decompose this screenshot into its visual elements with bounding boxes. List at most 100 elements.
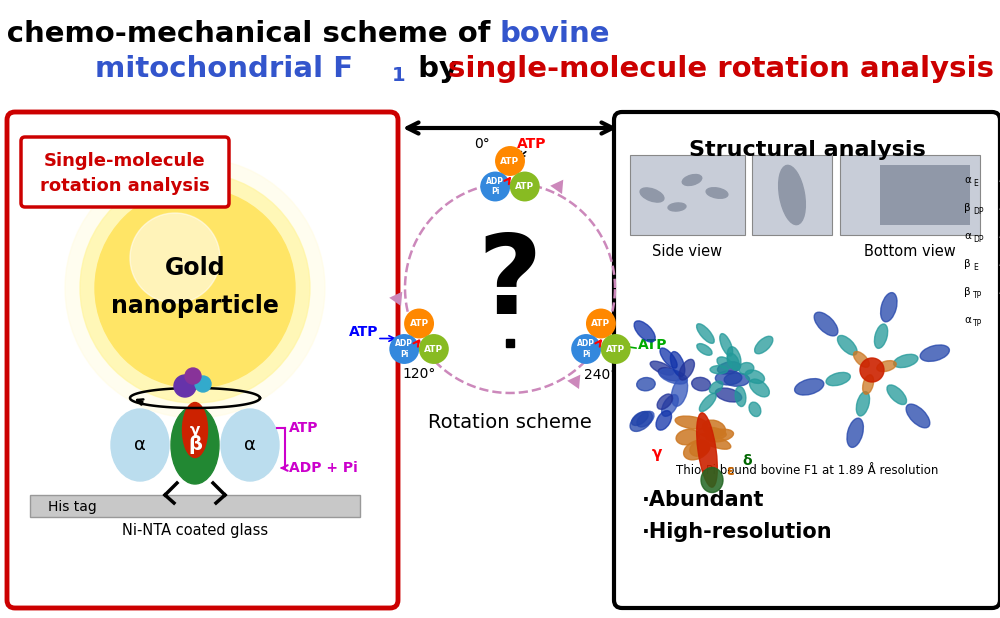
Text: His tag: His tag bbox=[48, 500, 96, 514]
Ellipse shape bbox=[660, 348, 677, 368]
Ellipse shape bbox=[706, 430, 734, 442]
Ellipse shape bbox=[111, 409, 169, 481]
Circle shape bbox=[495, 146, 525, 176]
Text: TP: TP bbox=[973, 318, 982, 328]
Text: ADP + Pi: ADP + Pi bbox=[289, 461, 358, 475]
Text: AMP-PNP: AMP-PNP bbox=[999, 176, 1000, 185]
Text: 120°: 120° bbox=[402, 368, 436, 381]
Text: mitochondrial F: mitochondrial F bbox=[95, 55, 353, 83]
Ellipse shape bbox=[715, 388, 742, 402]
Text: DP: DP bbox=[973, 234, 984, 243]
Text: 0°: 0° bbox=[474, 137, 490, 151]
Text: AMP-PNP: AMP-PNP bbox=[999, 287, 1000, 297]
Text: AMP-PNP: AMP-PNP bbox=[999, 203, 1000, 213]
Text: ADP
Pi: ADP Pi bbox=[395, 339, 413, 358]
FancyBboxPatch shape bbox=[630, 155, 745, 235]
Text: rotation analysis: rotation analysis bbox=[40, 177, 210, 195]
Ellipse shape bbox=[715, 371, 742, 385]
Ellipse shape bbox=[697, 344, 712, 355]
Text: β: β bbox=[964, 203, 971, 213]
Text: Structural analysis: Structural analysis bbox=[689, 140, 925, 160]
Circle shape bbox=[510, 172, 540, 201]
Circle shape bbox=[571, 334, 601, 364]
Text: Bottom view: Bottom view bbox=[864, 243, 956, 258]
Text: 1: 1 bbox=[392, 66, 406, 85]
Ellipse shape bbox=[717, 357, 732, 369]
Ellipse shape bbox=[682, 174, 702, 185]
Text: ?: ? bbox=[478, 229, 542, 336]
Polygon shape bbox=[880, 165, 970, 225]
Ellipse shape bbox=[874, 324, 888, 349]
Ellipse shape bbox=[739, 363, 754, 375]
Ellipse shape bbox=[795, 379, 824, 395]
Ellipse shape bbox=[657, 394, 673, 409]
Ellipse shape bbox=[856, 392, 870, 416]
Circle shape bbox=[185, 368, 201, 384]
Ellipse shape bbox=[637, 378, 655, 391]
Ellipse shape bbox=[720, 334, 733, 356]
Circle shape bbox=[601, 334, 631, 364]
Ellipse shape bbox=[727, 353, 739, 370]
Ellipse shape bbox=[847, 418, 863, 447]
Circle shape bbox=[404, 308, 434, 339]
Ellipse shape bbox=[632, 412, 648, 425]
Text: ·Abundant: ·Abundant bbox=[642, 490, 765, 510]
Ellipse shape bbox=[697, 324, 714, 344]
Text: α: α bbox=[964, 175, 971, 185]
Ellipse shape bbox=[699, 394, 716, 412]
Ellipse shape bbox=[887, 385, 907, 405]
Text: Rotation scheme: Rotation scheme bbox=[428, 413, 592, 433]
Text: α: α bbox=[134, 436, 146, 454]
Text: AMP-PNP: AMP-PNP bbox=[999, 260, 1000, 268]
Ellipse shape bbox=[182, 402, 208, 457]
Ellipse shape bbox=[640, 188, 664, 202]
Ellipse shape bbox=[697, 413, 717, 487]
Text: ATP: ATP bbox=[424, 344, 443, 353]
Ellipse shape bbox=[702, 420, 725, 436]
Ellipse shape bbox=[779, 166, 805, 224]
Circle shape bbox=[860, 358, 884, 382]
Ellipse shape bbox=[670, 352, 685, 376]
Ellipse shape bbox=[630, 412, 652, 431]
Ellipse shape bbox=[826, 373, 850, 386]
Ellipse shape bbox=[684, 440, 710, 460]
Text: β: β bbox=[964, 287, 971, 297]
Ellipse shape bbox=[814, 312, 838, 336]
Ellipse shape bbox=[692, 378, 711, 391]
Text: Side view: Side view bbox=[652, 243, 723, 258]
Ellipse shape bbox=[750, 379, 769, 397]
Text: ADP
Pi: ADP Pi bbox=[486, 177, 504, 196]
Ellipse shape bbox=[749, 402, 761, 417]
Circle shape bbox=[389, 334, 419, 364]
Text: β: β bbox=[188, 436, 202, 454]
Circle shape bbox=[480, 172, 510, 201]
Text: ATP: ATP bbox=[515, 182, 534, 191]
Text: γ: γ bbox=[190, 423, 200, 438]
Text: by: by bbox=[408, 55, 468, 83]
Text: ATP: ATP bbox=[349, 324, 379, 339]
Text: TP: TP bbox=[973, 290, 982, 300]
Text: ATP: ATP bbox=[517, 137, 547, 151]
Text: Ni-NTA coated glass: Ni-NTA coated glass bbox=[122, 523, 268, 538]
Ellipse shape bbox=[881, 292, 897, 322]
Text: ATP: ATP bbox=[410, 319, 429, 328]
Text: Thio-Pi bound bovine F1 at 1.89 Å resolution: Thio-Pi bound bovine F1 at 1.89 Å resolu… bbox=[676, 464, 938, 476]
Text: E: E bbox=[973, 179, 978, 187]
Ellipse shape bbox=[709, 381, 723, 394]
Ellipse shape bbox=[894, 354, 918, 368]
Ellipse shape bbox=[690, 441, 710, 456]
Ellipse shape bbox=[710, 366, 728, 374]
FancyBboxPatch shape bbox=[840, 155, 980, 235]
Text: AMP-PNP: AMP-PNP bbox=[999, 232, 1000, 240]
Text: ATP: ATP bbox=[500, 156, 520, 166]
Circle shape bbox=[80, 173, 310, 403]
Ellipse shape bbox=[171, 406, 219, 484]
Text: ε: ε bbox=[726, 464, 734, 478]
Circle shape bbox=[95, 188, 295, 388]
Ellipse shape bbox=[698, 434, 731, 449]
Ellipse shape bbox=[658, 368, 681, 381]
Ellipse shape bbox=[717, 362, 740, 374]
Ellipse shape bbox=[676, 430, 699, 445]
Text: E: E bbox=[973, 263, 978, 271]
Text: DP: DP bbox=[973, 206, 984, 216]
